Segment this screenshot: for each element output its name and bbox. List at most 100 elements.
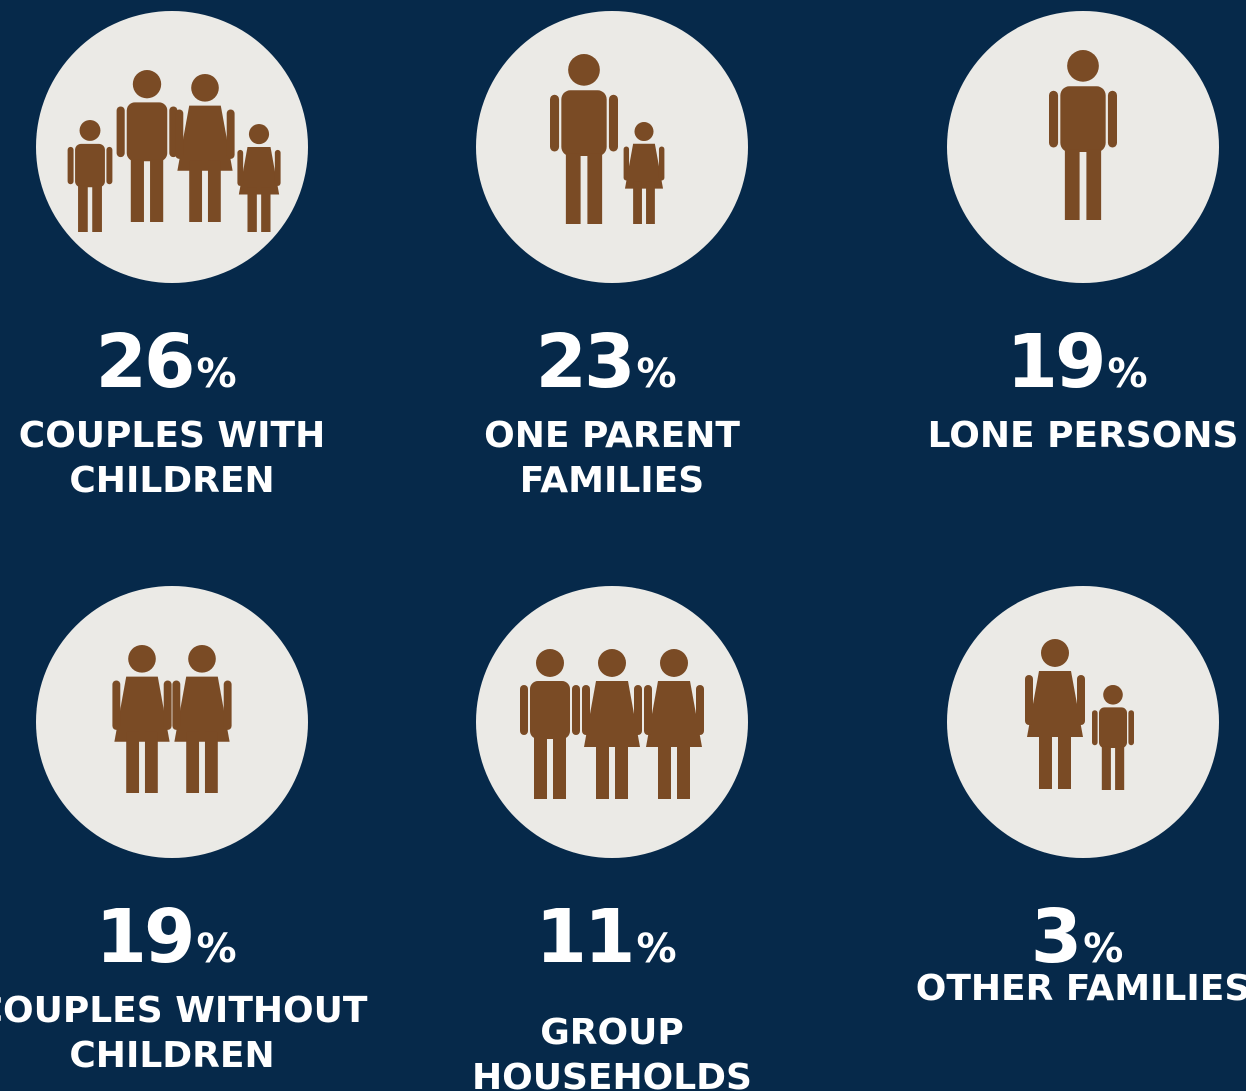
leg — [646, 181, 655, 224]
percentage: 19% — [1006, 319, 1147, 405]
torso — [1060, 86, 1106, 152]
leg — [144, 731, 158, 793]
arm — [112, 680, 121, 730]
leg — [677, 737, 690, 799]
leg — [247, 187, 257, 232]
leg — [553, 737, 566, 799]
leg — [565, 153, 581, 224]
leg — [92, 185, 102, 232]
dress — [1027, 671, 1083, 737]
category-label: ONE PARENT — [484, 415, 740, 456]
head — [568, 54, 600, 86]
leg — [658, 737, 671, 799]
leg — [534, 737, 547, 799]
torso — [561, 90, 607, 156]
head — [132, 70, 162, 99]
leg — [596, 737, 609, 799]
category-label: CHILDREN — [69, 460, 274, 501]
leg — [189, 160, 203, 222]
head — [1041, 639, 1069, 667]
leg — [587, 153, 603, 224]
head — [79, 120, 101, 141]
arm — [572, 685, 580, 735]
head — [660, 649, 688, 677]
arm — [634, 685, 642, 735]
arm — [1049, 90, 1059, 148]
arm — [1107, 90, 1117, 148]
head — [536, 649, 564, 677]
dress — [177, 105, 233, 171]
category-label: COUPLES WITH — [19, 415, 325, 456]
torso — [530, 681, 570, 739]
icon-circle — [36, 586, 308, 858]
head — [248, 124, 270, 145]
arm — [116, 106, 125, 158]
leg — [204, 731, 218, 793]
arm — [582, 685, 590, 735]
category-label: HOUSEHOLDS — [472, 1057, 752, 1091]
head — [634, 122, 654, 142]
percentage: 3% — [1031, 894, 1124, 980]
arm — [644, 685, 652, 735]
arm — [1025, 675, 1033, 725]
percentage-unit: % — [1107, 351, 1147, 397]
torso — [1099, 707, 1127, 748]
percentage: 19% — [95, 894, 236, 980]
head — [1067, 50, 1099, 82]
arm — [226, 109, 235, 159]
leg — [130, 159, 144, 222]
percentage: 11% — [535, 894, 676, 980]
category-label: COUPLES WITHOUT — [0, 990, 368, 1031]
category-label: GROUP — [540, 1012, 684, 1053]
leg — [1039, 727, 1052, 789]
leg — [261, 187, 271, 232]
head — [128, 645, 156, 673]
head — [191, 74, 219, 102]
percentage-number: 26 — [95, 319, 192, 405]
dress — [624, 143, 664, 189]
leg — [150, 159, 164, 222]
leg — [1101, 746, 1111, 790]
percentage-unit: % — [196, 926, 236, 972]
percentage-number: 11 — [535, 894, 632, 980]
arm — [550, 94, 560, 152]
torso — [75, 143, 105, 188]
arm — [520, 685, 528, 735]
leg — [615, 737, 628, 799]
dress — [646, 681, 702, 747]
percentage-unit: % — [636, 926, 676, 972]
dress — [238, 147, 280, 195]
head — [598, 649, 626, 677]
head — [188, 645, 216, 673]
percentage: 23% — [535, 319, 676, 405]
leg — [1058, 727, 1071, 789]
arm — [658, 146, 665, 181]
torso — [126, 102, 168, 162]
arm — [163, 680, 172, 730]
dress — [174, 676, 230, 742]
arm — [106, 146, 113, 185]
arm — [67, 146, 74, 185]
percentage-number: 19 — [95, 894, 192, 980]
arm — [175, 109, 184, 159]
percentage-unit: % — [1083, 926, 1123, 972]
arm — [1092, 710, 1098, 746]
item-card: 3 %OTHER FAMILIES — [916, 586, 1246, 1009]
percentage-unit: % — [636, 351, 676, 397]
arm — [623, 146, 630, 181]
leg — [1064, 149, 1080, 220]
leg — [186, 731, 200, 793]
dress — [114, 676, 170, 742]
arm — [1128, 710, 1134, 746]
leg — [1086, 149, 1102, 220]
head — [1103, 685, 1123, 705]
dress — [584, 681, 640, 747]
arm — [1077, 675, 1085, 725]
arm — [169, 106, 178, 158]
arm — [223, 680, 232, 730]
arm — [274, 149, 281, 186]
